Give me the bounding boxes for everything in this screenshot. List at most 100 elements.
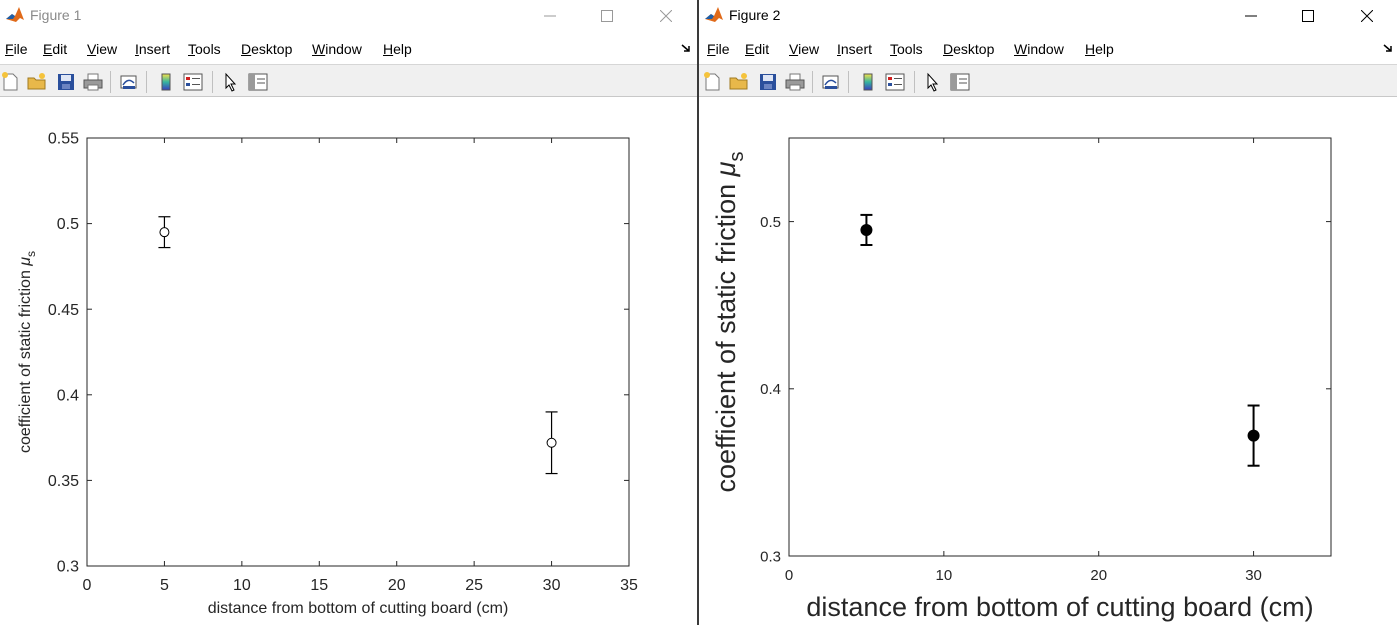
toolbar-separator: [914, 71, 915, 93]
edit-plot-arrow-icon[interactable]: [220, 71, 242, 93]
minimize-button[interactable]: [527, 0, 573, 32]
plot-axes-box: [788, 137, 1332, 557]
plot-axes-box: [86, 137, 630, 567]
matlab-icon: [704, 5, 724, 25]
x-tick-label: 25: [465, 577, 483, 594]
toolbar: [699, 64, 1397, 97]
title-bar[interactable]: Figure 2: [699, 0, 1397, 32]
close-icon: [660, 10, 672, 22]
close-button[interactable]: [643, 0, 689, 32]
figure-1-plot: 0 5 10 15 20 25 30 35 0.3 0.35 0.4 0.45 0.5 0.55 dista…: [17, 131, 638, 617]
toolbar-separator: [848, 71, 849, 93]
dock-arrow-icon[interactable]: [680, 42, 692, 54]
x-tick-label: 35: [620, 577, 638, 594]
menu-desktop[interactable]: Desktop: [943, 41, 995, 57]
menu-file[interactable]: File: [5, 41, 28, 57]
save-icon[interactable]: [55, 71, 77, 93]
y-tick-label: 0.4: [760, 381, 781, 398]
y-tick-label: 0.3: [57, 559, 79, 576]
toolbar: [0, 64, 697, 97]
window-divider: [697, 0, 699, 625]
data-point: [546, 437, 557, 448]
property-editor-icon[interactable]: [949, 71, 971, 93]
x-axis-label: distance from bottom of cutting board (c…: [806, 592, 1313, 622]
figure-2-window: Figure 2 File Edit View Insert Tools Des…: [699, 0, 1397, 625]
menu-bar: File Edit View Insert Tools Desktop Wind…: [0, 38, 697, 62]
close-icon: [1361, 10, 1373, 22]
y-axis-label: coefficient of static friction μs: [711, 151, 748, 492]
matlab-icon: [5, 5, 25, 25]
x-tick-label: 30: [543, 577, 561, 594]
open-file-icon[interactable]: [26, 71, 48, 93]
x-tick-label: 10: [233, 577, 251, 594]
y-tick-label: 0.4: [57, 387, 79, 404]
x-tick-label: 20: [1090, 567, 1107, 584]
menu-insert[interactable]: Insert: [837, 41, 873, 57]
link-plot-icon[interactable]: [820, 71, 842, 93]
y-tick-label: 0.5: [760, 214, 781, 231]
colorbar-icon[interactable]: [857, 71, 879, 93]
menu-window[interactable]: Window: [312, 41, 362, 57]
link-plot-icon[interactable]: [118, 71, 140, 93]
menu-tools[interactable]: Tools: [890, 41, 923, 57]
menu-view[interactable]: View: [789, 41, 820, 57]
y-axis-label: coefficient of static friction μs: [17, 251, 38, 453]
legend-icon[interactable]: [884, 71, 906, 93]
menu-help[interactable]: Help: [1085, 41, 1114, 57]
x-tick-label: 30: [1245, 567, 1262, 584]
menu-window[interactable]: Window: [1014, 41, 1064, 57]
x-tick-label: 0: [83, 577, 92, 594]
print-icon[interactable]: [82, 71, 104, 93]
y-tick-label: 0.55: [48, 131, 79, 148]
window-title: Figure 2: [729, 7, 781, 23]
menu-bar: File Edit View Insert Tools Desktop Wind…: [699, 38, 1397, 62]
dock-arrow-icon[interactable]: [1382, 42, 1394, 54]
x-axis-label: distance from bottom of cutting board (c…: [208, 600, 509, 617]
toolbar-separator: [212, 71, 213, 93]
x-tick-label: 10: [936, 567, 953, 584]
menu-edit[interactable]: Edit: [745, 41, 770, 57]
menu-help[interactable]: Help: [383, 41, 412, 57]
open-file-icon[interactable]: [728, 71, 750, 93]
minimize-button[interactable]: [1228, 0, 1274, 32]
title-bar[interactable]: Figure 1: [0, 0, 697, 32]
minimize-icon: [1245, 15, 1257, 17]
x-tick-label: 15: [310, 577, 328, 594]
new-figure-icon[interactable]: [0, 71, 22, 93]
data-point: [159, 227, 170, 238]
maximize-button[interactable]: [1285, 0, 1331, 32]
menu-edit[interactable]: Edit: [43, 41, 68, 57]
property-editor-icon[interactable]: [247, 71, 269, 93]
print-icon[interactable]: [784, 71, 806, 93]
toolbar-separator: [146, 71, 147, 93]
menu-desktop[interactable]: Desktop: [241, 41, 293, 57]
data-point: [860, 223, 873, 236]
x-tick-label: 0: [785, 567, 793, 584]
save-icon[interactable]: [757, 71, 779, 93]
menu-view[interactable]: View: [87, 41, 118, 57]
x-tick-label: 5: [160, 577, 169, 594]
x-tick-label: 20: [388, 577, 406, 594]
figure-2-plot: 0 10 20 30 0.3 0.4 0.5 distance from bottom of …: [711, 137, 1332, 622]
maximize-button[interactable]: [584, 0, 630, 32]
maximize-icon: [601, 10, 613, 22]
window-title: Figure 1: [30, 7, 82, 23]
y-tick-label: 0.45: [48, 302, 79, 319]
y-tick-label: 0.35: [48, 473, 79, 490]
colorbar-icon[interactable]: [155, 71, 177, 93]
y-tick-label: 0.3: [760, 548, 781, 565]
close-button[interactable]: [1344, 0, 1390, 32]
menu-insert[interactable]: Insert: [135, 41, 171, 57]
menu-tools[interactable]: Tools: [188, 41, 221, 57]
cut-off-text: [0, 620, 697, 625]
toolbar-separator: [812, 71, 813, 93]
maximize-icon: [1302, 10, 1314, 22]
edit-plot-arrow-icon[interactable]: [922, 71, 944, 93]
data-point: [1247, 429, 1260, 442]
menu-file[interactable]: File: [707, 41, 730, 57]
y-tick-label: 0.5: [57, 216, 79, 233]
legend-icon[interactable]: [182, 71, 204, 93]
minimize-icon: [544, 15, 556, 17]
figure-1-window: Figure 1 File Edit View Insert Tools Des…: [0, 0, 697, 625]
new-figure-icon[interactable]: [702, 71, 724, 93]
